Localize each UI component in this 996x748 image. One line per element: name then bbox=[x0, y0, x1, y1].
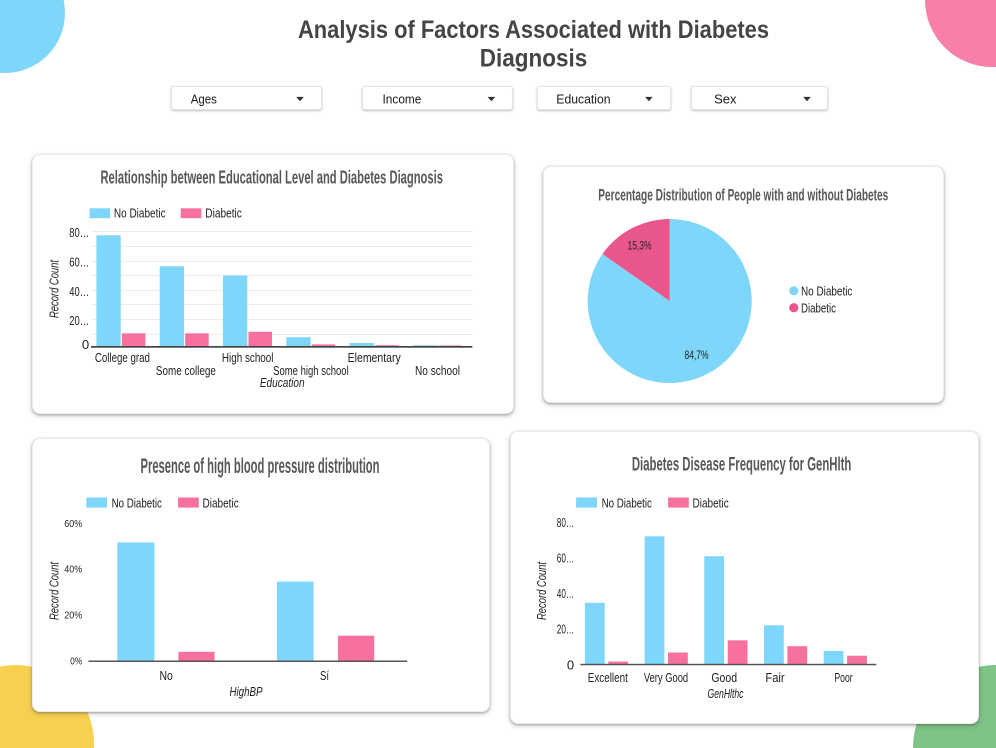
svg-text:Analysis of Factors Associated: Analysis of Factors Associated with Diab… bbox=[298, 16, 769, 44]
svg-text:40%: 40% bbox=[64, 564, 82, 576]
svg-text:20…: 20… bbox=[557, 622, 574, 637]
svg-text:No Diabetic: No Diabetic bbox=[114, 205, 166, 220]
svg-text:20…: 20… bbox=[69, 313, 89, 328]
svg-text:Diabetes Disease Frequency for: Diabetes Disease Frequency for GenHlth bbox=[632, 454, 852, 476]
svg-text:Ages: Ages bbox=[191, 92, 217, 106]
svg-text:No Diabetic: No Diabetic bbox=[602, 496, 653, 511]
svg-text:Diabetic: Diabetic bbox=[693, 496, 730, 511]
svg-text:15,3%: 15,3% bbox=[628, 240, 652, 252]
svg-text:0: 0 bbox=[567, 657, 574, 672]
svg-text:Diabetic: Diabetic bbox=[801, 300, 836, 315]
svg-text:Relationship between Education: Relationship between Educational Level a… bbox=[100, 167, 443, 188]
svg-text:Some high school: Some high school bbox=[273, 363, 349, 378]
svg-text:Sex: Sex bbox=[714, 92, 737, 106]
svg-text:Diagnosis: Diagnosis bbox=[480, 44, 588, 72]
svg-text:Poor: Poor bbox=[834, 670, 853, 685]
svg-text:GenHlthc: GenHlthc bbox=[708, 687, 745, 701]
svg-text:84,7%: 84,7% bbox=[685, 350, 709, 362]
svg-text:Percentage Distribution of Peo: Percentage Distribution of People with a… bbox=[598, 186, 888, 205]
svg-text:Good: Good bbox=[711, 670, 737, 685]
svg-text:HighBP: HighBP bbox=[229, 685, 263, 699]
svg-text:60…: 60… bbox=[69, 254, 89, 269]
svg-text:0%: 0% bbox=[70, 655, 82, 667]
svg-text:Very Good: Very Good bbox=[644, 670, 688, 685]
svg-text:40…: 40… bbox=[557, 586, 574, 601]
svg-text:Education: Education bbox=[556, 92, 610, 106]
svg-text:Record Count: Record Count bbox=[46, 561, 61, 620]
svg-text:Some college: Some college bbox=[156, 363, 216, 378]
svg-text:Education: Education bbox=[260, 375, 305, 390]
svg-text:No Diabetic: No Diabetic bbox=[801, 283, 853, 298]
svg-text:Fair: Fair bbox=[765, 670, 785, 685]
svg-text:Sí: Sí bbox=[320, 668, 329, 683]
svg-text:80…: 80… bbox=[557, 515, 574, 530]
svg-text:Presence of high blood pressur: Presence of high blood pressure distribu… bbox=[141, 455, 380, 478]
svg-text:No Diabetic: No Diabetic bbox=[112, 496, 163, 511]
svg-text:Income: Income bbox=[383, 92, 422, 106]
svg-text:Record Count: Record Count bbox=[534, 561, 549, 620]
svg-text:20%: 20% bbox=[64, 610, 82, 622]
svg-text:No school: No school bbox=[415, 363, 460, 378]
svg-text:No: No bbox=[159, 668, 172, 683]
svg-text:Excellent: Excellent bbox=[588, 670, 628, 685]
svg-text:60%: 60% bbox=[64, 518, 82, 530]
svg-text:80…: 80… bbox=[69, 225, 89, 240]
svg-text:Record Count: Record Count bbox=[46, 259, 61, 318]
svg-text:Elementary: Elementary bbox=[348, 350, 402, 365]
svg-text:Diabetic: Diabetic bbox=[203, 496, 240, 511]
svg-text:Diabetic: Diabetic bbox=[205, 205, 242, 220]
svg-text:40…: 40… bbox=[69, 284, 89, 299]
svg-text:0: 0 bbox=[82, 337, 89, 352]
svg-text:College grad: College grad bbox=[95, 350, 150, 365]
svg-text:High school: High school bbox=[222, 350, 274, 365]
svg-text:60…: 60… bbox=[557, 550, 574, 565]
